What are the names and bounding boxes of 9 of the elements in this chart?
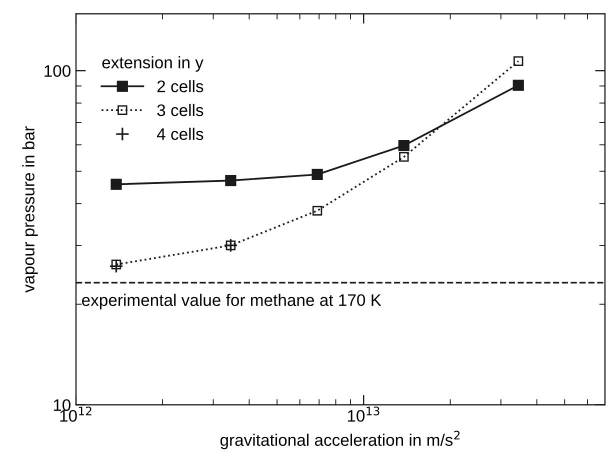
ref-line-label: experimental value for methane at 170 K: [82, 294, 382, 310]
x-axis-title: gravitational acceleration in m/s$^{2}$: [220, 430, 460, 450]
x-tick-label: 10$^{13}$: [348, 406, 380, 422]
y-axis-title: vapour pressure in bar: [22, 126, 38, 293]
legend-label: 4 cells: [156, 128, 204, 140]
legend-label: 2 cells: [157, 80, 204, 92]
legend-title: extension in y: [102, 56, 204, 72]
legend-label: 3 cells: [157, 104, 204, 116]
y-tick-label: 100: [44, 65, 70, 77]
